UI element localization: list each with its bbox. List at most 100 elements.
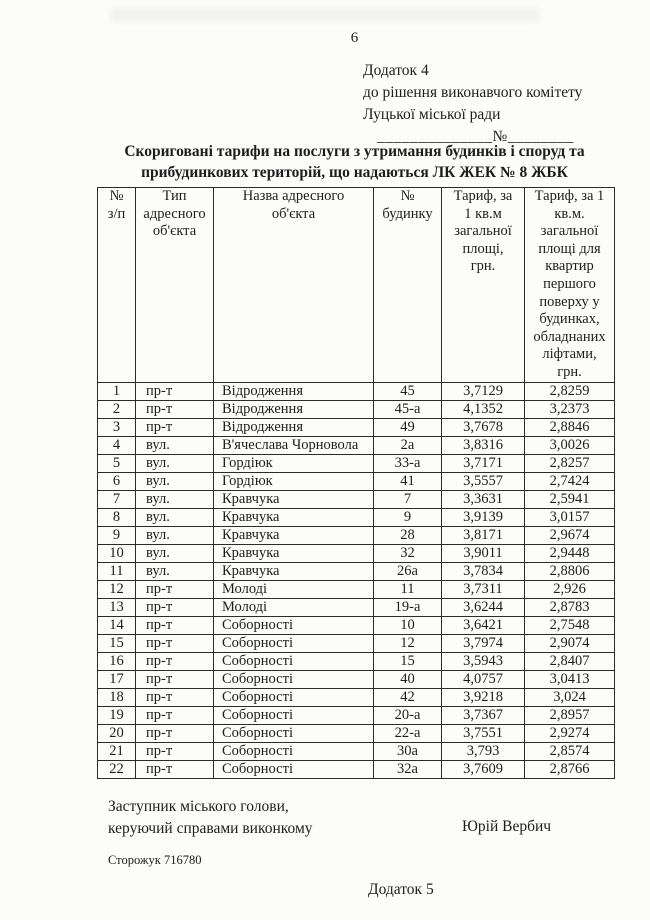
table-cell: 3 xyxy=(97,418,136,437)
table-cell: 10 xyxy=(97,544,136,563)
header-cell-tariff-first-floor: Тариф, за 1 кв.м. загальної площі для кв… xyxy=(524,187,615,383)
table-cell: пр-т xyxy=(135,616,214,635)
table-cell: Соборності xyxy=(213,688,374,707)
table-cell: 2,9074 xyxy=(524,634,615,653)
table-row: 21 пр-т Соборності 30а 3,793 2,8574 xyxy=(97,742,615,761)
appendix-line-committee: до рішення виконавчого комітету xyxy=(363,84,583,101)
table-cell: 20-а xyxy=(373,706,442,725)
table-cell: 11 xyxy=(373,580,442,599)
header-row: № з/п Тип адресного об'єкта Назва адресн… xyxy=(97,187,615,383)
table-cell: 17 xyxy=(97,670,136,689)
table-cell: 3,0026 xyxy=(524,436,615,455)
table-cell: 11 xyxy=(97,562,136,581)
table-cell: 3,6244 xyxy=(441,598,525,617)
appendix-title: Додаток 4 xyxy=(363,62,429,79)
table-cell: вул. xyxy=(135,544,214,563)
table-cell: 26а xyxy=(373,562,442,581)
table-row: 1 пр-т Відродження 45 3,7129 2,8259 xyxy=(97,382,615,401)
table-cell: 33-а xyxy=(373,454,442,473)
table-cell: пр-т xyxy=(135,688,214,707)
table-cell: 49 xyxy=(373,418,442,437)
table-row: 4 вул. В'ячеслава Чорновола 2а 3,8316 3,0026 xyxy=(97,436,615,455)
tariff-table: № з/п Тип адресного об'єкта Назва адресн… xyxy=(97,187,615,779)
table-cell: вул. xyxy=(135,508,214,527)
table-cell: 9 xyxy=(373,508,442,527)
table-cell: 20 xyxy=(97,724,136,743)
table-cell: 3,7834 xyxy=(441,562,525,581)
table-cell: 7 xyxy=(97,490,136,509)
table-row: 16 пр-т Соборності 15 3,5943 2,8407 xyxy=(97,652,615,671)
table-cell: 45-а xyxy=(373,400,442,419)
table-row: 5 вул. Гордіюк 33-а 3,7171 2,8257 xyxy=(97,454,615,473)
table-cell: 5 xyxy=(97,454,136,473)
table-cell: 30а xyxy=(373,742,442,761)
table-cell: 4,1352 xyxy=(441,400,525,419)
table-cell: 41 xyxy=(373,472,442,491)
table-cell: Соборності xyxy=(213,652,374,671)
table-cell: 3,5557 xyxy=(441,472,525,491)
table-cell: 3,7171 xyxy=(441,454,525,473)
table-cell: пр-т xyxy=(135,652,214,671)
table-row: 12 пр-т Молоді 11 3,7311 2,926 xyxy=(97,580,615,599)
table-cell: 3,6421 xyxy=(441,616,525,635)
table-cell: вул. xyxy=(135,454,214,473)
table-cell: 12 xyxy=(97,580,136,599)
table-cell: 3,7609 xyxy=(441,760,525,779)
table-row: 10 вул. Кравчука 32 3,9011 2,9448 xyxy=(97,544,615,563)
appendix-line-council: Луцької міської ради xyxy=(363,106,501,123)
table-cell: 18 xyxy=(97,688,136,707)
table-cell: 2 xyxy=(97,400,136,419)
table-row: 20 пр-т Соборності 22-а 3,7551 2,9274 xyxy=(97,724,615,743)
table-cell: 2,8574 xyxy=(524,742,615,761)
table-cell: Відродження xyxy=(213,382,374,401)
table-cell: 3,0413 xyxy=(524,670,615,689)
table-cell: 2,8407 xyxy=(524,652,615,671)
header-cell-building-number: № будинку xyxy=(373,187,442,383)
document-title-line2: прибудинкових територій, що надаються ЛК… xyxy=(141,164,568,181)
table-cell: 7 xyxy=(373,490,442,509)
table-cell: Соборності xyxy=(213,706,374,725)
table-row: 14 пр-т Соборності 10 3,6421 2,7548 xyxy=(97,616,615,635)
table-cell: 3,793 xyxy=(441,742,525,761)
table-cell: 1 xyxy=(97,382,136,401)
table-cell: пр-т xyxy=(135,382,214,401)
table-row: 9 вул. Кравчука 28 3,8171 2,9674 xyxy=(97,526,615,545)
table-cell: 2,926 xyxy=(524,580,615,599)
table-cell: Соборності xyxy=(213,616,374,635)
table-cell: В'ячеслава Чорновола xyxy=(213,436,374,455)
document-title: Скориговані тарифи на послуги з утриманн… xyxy=(97,141,612,183)
table-cell: 2,8957 xyxy=(524,706,615,725)
signer-name: Юрій Вербич xyxy=(462,818,552,835)
table-row: 11 вул. Кравчука 26а 3,7834 2,8806 xyxy=(97,562,615,581)
table-cell: 32 xyxy=(373,544,442,563)
table-cell: 10 xyxy=(373,616,442,635)
table-cell: вул. xyxy=(135,490,214,509)
table-cell: 2,8783 xyxy=(524,598,615,617)
table-cell: пр-т xyxy=(135,724,214,743)
table-row: 6 вул. Гордіюк 41 3,5557 2,7424 xyxy=(97,472,615,491)
table-cell: 9 xyxy=(97,526,136,545)
table-cell: 15 xyxy=(97,634,136,653)
table-cell: 4 xyxy=(97,436,136,455)
table-cell: 16 xyxy=(97,652,136,671)
table-cell: 2,7548 xyxy=(524,616,615,635)
table-cell: 2,8259 xyxy=(524,382,615,401)
table-cell: пр-т xyxy=(135,670,214,689)
scan-artifact xyxy=(110,8,540,22)
table-cell: 2,9448 xyxy=(524,544,615,563)
table-cell: 3,8171 xyxy=(441,526,525,545)
table-cell: 3,024 xyxy=(524,688,615,707)
table-row: 2 пр-т Відродження 45-а 4,1352 3,2373 xyxy=(97,400,615,419)
table-cell: пр-т xyxy=(135,418,214,437)
table-cell: Кравчука xyxy=(213,508,374,527)
table-cell: Молоді xyxy=(213,580,374,599)
table-row: 17 пр-т Соборності 40 4,0757 3,0413 xyxy=(97,670,615,689)
table-cell: 3,7367 xyxy=(441,706,525,725)
table-cell: 2,9274 xyxy=(524,724,615,743)
table-cell: 19 xyxy=(97,706,136,725)
table-row: 22 пр-т Соборності 32а 3,7609 2,8766 xyxy=(97,760,615,779)
table-row: 13 пр-т Молоді 19-а 3,6244 2,8783 xyxy=(97,598,615,617)
table-row: 8 вул. Кравчука 9 3,9139 3,0157 xyxy=(97,508,615,527)
table-cell: Кравчука xyxy=(213,562,374,581)
table-cell: вул. xyxy=(135,562,214,581)
